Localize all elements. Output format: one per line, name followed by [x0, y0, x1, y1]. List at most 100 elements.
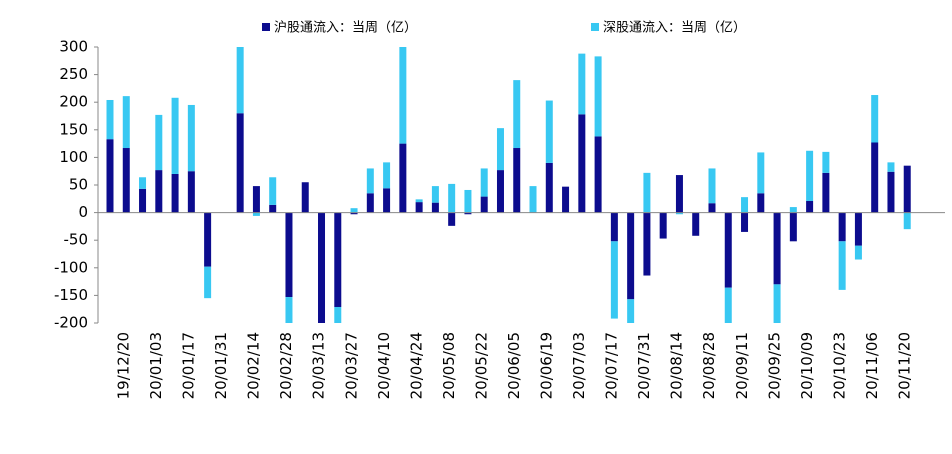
y-tick-label: -100: [54, 258, 88, 276]
bar: [838, 212, 846, 242]
bar: [122, 148, 130, 213]
bar: [757, 193, 765, 213]
bar: [594, 56, 602, 137]
y-tick-label: 0: [78, 203, 88, 221]
bar: [578, 114, 586, 213]
bar: [431, 202, 439, 213]
bar: [366, 193, 374, 213]
x-tick-label: 20/09/25: [765, 332, 783, 399]
bar: [464, 212, 472, 215]
bar: [773, 212, 781, 285]
x-tick-label: 20/01/31: [212, 332, 230, 399]
legend-label: 深股通流入：当周（亿）: [603, 21, 746, 36]
bar: [139, 188, 147, 213]
bar: [871, 142, 879, 213]
x-tick-label: 19/12/20: [115, 332, 133, 399]
bar: [562, 186, 570, 213]
x-tick-label: 20/09/11: [733, 332, 751, 399]
bar: [724, 287, 732, 323]
bar: [350, 212, 358, 215]
x-tick-label: 20/01/17: [180, 332, 198, 399]
bar: [513, 80, 521, 149]
bar: [285, 212, 293, 298]
bar: [236, 47, 244, 114]
bar: [822, 151, 830, 173]
bar: [643, 172, 651, 213]
x-tick-label: 20/07/17: [603, 332, 621, 399]
bar: [610, 212, 618, 242]
y-tick-label: -50: [64, 231, 89, 249]
bar: [399, 143, 407, 213]
x-tick-label: 20/04/24: [407, 332, 425, 399]
bar: [496, 128, 504, 171]
bar: [415, 202, 423, 213]
bar: [155, 170, 163, 213]
bar: [480, 168, 488, 197]
bar: [496, 170, 504, 213]
y-tick-label: 300: [59, 38, 88, 56]
bar: [854, 245, 862, 260]
bar: [545, 162, 553, 213]
bar: [659, 212, 667, 239]
bar: [773, 284, 781, 323]
bar: [334, 306, 342, 323]
bar: [757, 152, 765, 194]
x-tick-label: 20/08/14: [668, 332, 686, 399]
bar: [545, 100, 553, 163]
bar: [789, 212, 797, 242]
bar: [724, 212, 732, 288]
y-tick-label: -150: [54, 286, 88, 304]
bar: [383, 188, 391, 213]
x-tick-label: 20/10/09: [798, 332, 816, 399]
bar: [675, 175, 683, 213]
bar: [366, 168, 374, 194]
bar: [741, 197, 749, 213]
bar: [903, 165, 911, 213]
bar: [871, 95, 879, 143]
x-tick-label: 20/02/14: [245, 332, 263, 399]
bar: [139, 177, 147, 189]
y-tick-label: 50: [69, 176, 88, 194]
x-tick-label: 20/03/27: [342, 332, 360, 399]
y-tick-label: -200: [54, 314, 88, 332]
bar: [675, 212, 683, 215]
y-tick-label: 200: [59, 93, 88, 111]
bar: [269, 177, 277, 205]
bar: [448, 183, 456, 213]
bar: [741, 212, 749, 232]
bar: [806, 201, 814, 213]
bar: [187, 104, 195, 172]
bar: [252, 186, 260, 213]
bar: [627, 212, 635, 300]
legend-label: 沪股通流入：当周（亿）: [274, 20, 417, 36]
bar: [464, 189, 472, 213]
bar: [887, 162, 895, 172]
bar: [155, 114, 163, 171]
bar: [578, 53, 586, 115]
bar: [204, 212, 212, 267]
bar: [708, 203, 716, 213]
x-tick-label: 20/11/06: [863, 332, 881, 399]
bar: [838, 241, 846, 290]
bar: [318, 212, 326, 323]
x-tick-label: 20/05/22: [472, 332, 490, 399]
bar: [692, 212, 700, 236]
bar: [610, 241, 618, 319]
bar: [171, 97, 179, 174]
bar: [480, 196, 488, 213]
bar: [822, 172, 830, 213]
bar: [301, 182, 309, 213]
x-tick-label: 20/08/28: [700, 332, 718, 399]
bar: [854, 212, 862, 246]
bar: [431, 186, 439, 203]
bar: [399, 47, 407, 144]
bar: [903, 212, 911, 230]
bar: [285, 297, 293, 323]
y-tick-label: 100: [59, 148, 88, 166]
bar: [106, 99, 114, 140]
y-tick-label: 250: [59, 65, 88, 83]
x-tick-label: 20/06/19: [538, 332, 556, 399]
x-tick-label: 20/07/31: [635, 332, 653, 399]
legend-swatch: [262, 23, 270, 31]
